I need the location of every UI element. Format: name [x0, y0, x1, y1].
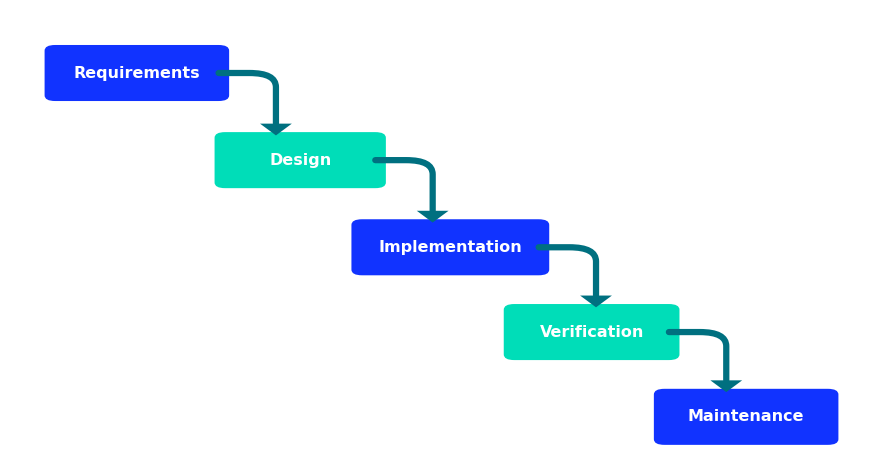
- Polygon shape: [580, 296, 612, 308]
- FancyBboxPatch shape: [653, 389, 838, 445]
- FancyBboxPatch shape: [45, 45, 230, 101]
- FancyBboxPatch shape: [215, 132, 386, 188]
- FancyBboxPatch shape: [351, 219, 549, 275]
- FancyBboxPatch shape: [504, 304, 680, 360]
- Polygon shape: [260, 123, 291, 136]
- Polygon shape: [417, 211, 449, 223]
- Text: Requirements: Requirements: [73, 65, 200, 81]
- Text: Verification: Verification: [540, 325, 644, 340]
- Text: Implementation: Implementation: [379, 240, 522, 255]
- Polygon shape: [711, 381, 743, 392]
- Text: Maintenance: Maintenance: [688, 409, 804, 424]
- Text: Design: Design: [269, 153, 331, 168]
